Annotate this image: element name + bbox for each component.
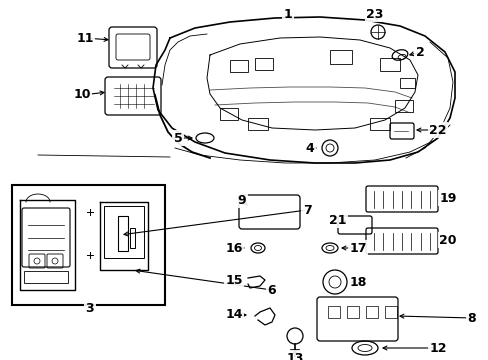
Text: 11: 11 <box>76 31 94 45</box>
Bar <box>394 100 412 112</box>
Text: 8: 8 <box>467 311 475 324</box>
Text: 2: 2 <box>415 45 424 58</box>
Bar <box>247 118 267 130</box>
Bar <box>365 306 377 318</box>
Bar <box>254 58 272 70</box>
Bar <box>24 271 68 283</box>
Text: 20: 20 <box>438 234 456 247</box>
Text: 17: 17 <box>348 242 366 255</box>
Bar <box>379 58 399 71</box>
Bar <box>12 185 164 305</box>
Text: 22: 22 <box>428 123 446 136</box>
Bar <box>104 206 143 258</box>
Text: 13: 13 <box>286 351 303 360</box>
Bar <box>327 306 339 318</box>
Bar <box>229 60 247 72</box>
Text: 6: 6 <box>267 284 276 297</box>
Text: 19: 19 <box>438 192 456 204</box>
Bar <box>399 78 414 88</box>
Bar <box>369 118 389 130</box>
Text: 14: 14 <box>225 309 242 321</box>
Text: 3: 3 <box>85 302 94 315</box>
Text: 18: 18 <box>348 275 366 288</box>
Bar <box>130 228 135 248</box>
Text: 5: 5 <box>173 131 182 144</box>
Text: 16: 16 <box>225 242 242 255</box>
Bar <box>220 108 238 120</box>
Bar <box>384 306 396 318</box>
Text: 23: 23 <box>366 8 383 21</box>
Text: 21: 21 <box>328 213 346 226</box>
Text: 9: 9 <box>237 194 246 207</box>
Text: 4: 4 <box>305 141 314 154</box>
Text: 12: 12 <box>428 342 446 355</box>
Bar <box>346 306 358 318</box>
Text: 7: 7 <box>302 203 311 216</box>
Text: 15: 15 <box>225 274 242 287</box>
Bar <box>329 50 351 64</box>
Text: 10: 10 <box>73 89 91 102</box>
Bar <box>118 216 128 251</box>
Text: 1: 1 <box>283 9 292 22</box>
